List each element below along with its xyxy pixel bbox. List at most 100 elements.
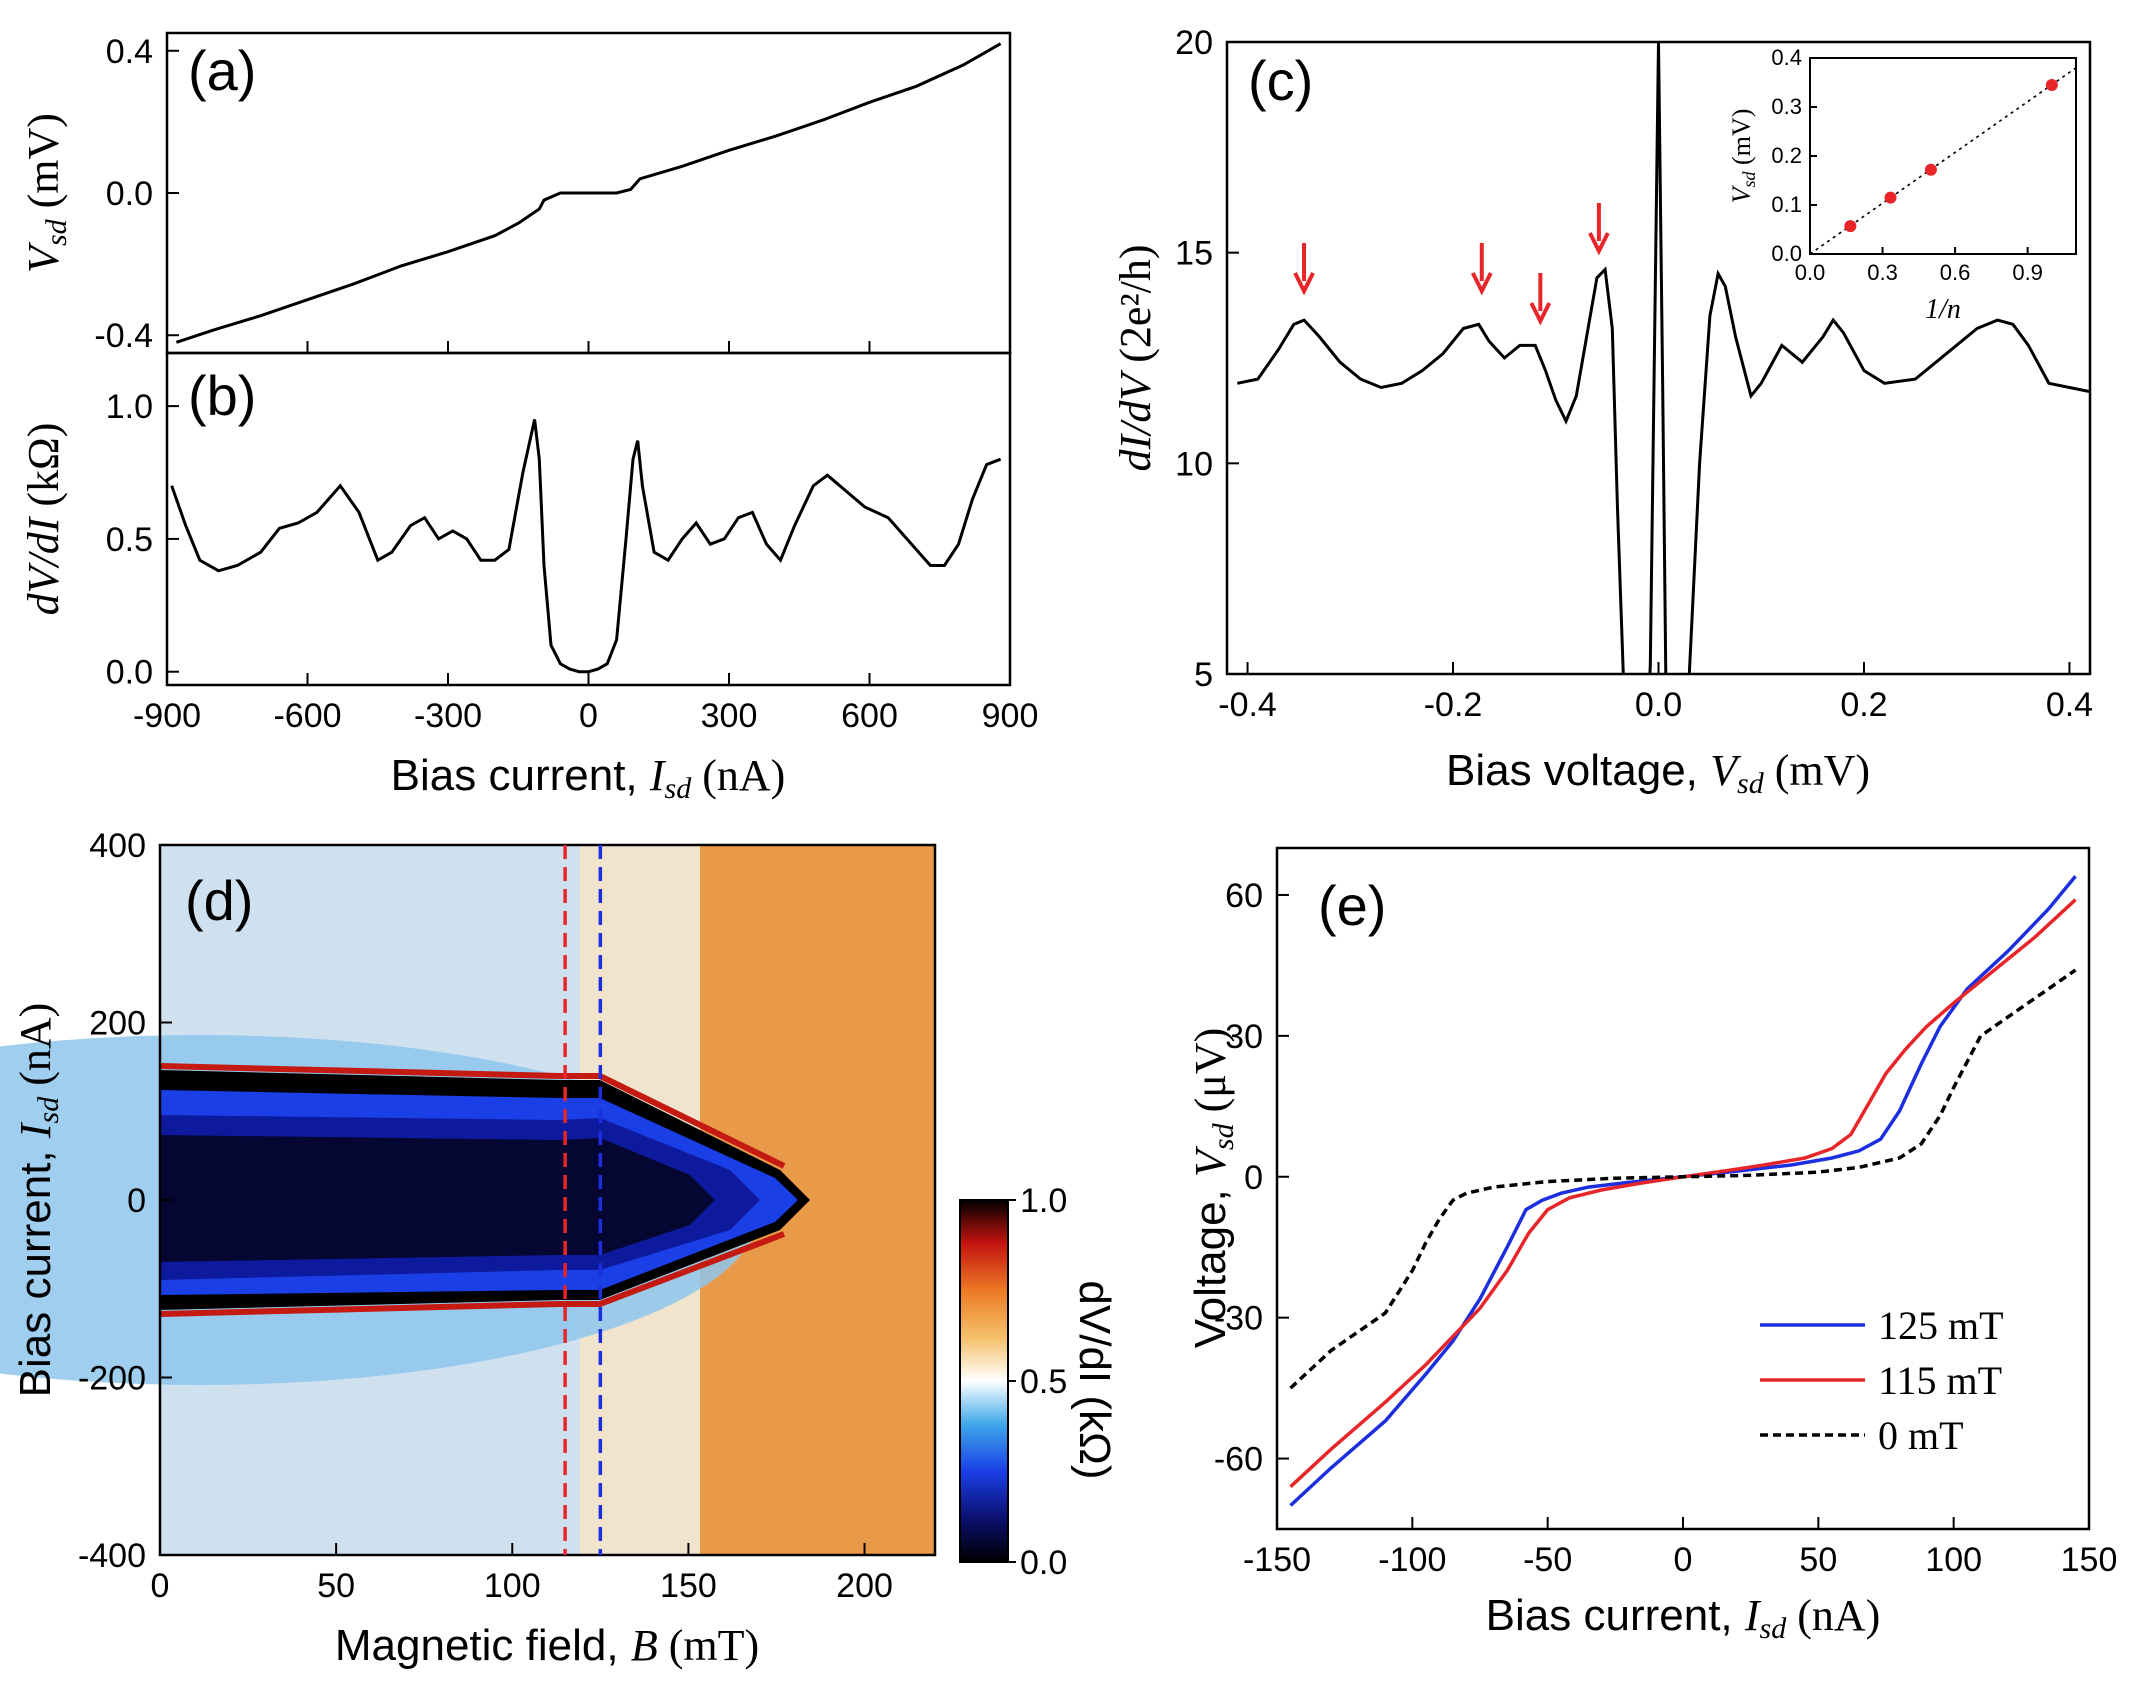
xtick-label: 0	[579, 697, 598, 735]
ytick-label: 0	[1244, 1159, 1263, 1197]
colorbar-scale	[959, 1199, 1009, 1563]
iv-curve-line	[1289, 875, 2077, 1507]
ytick-label: 0.1	[1771, 192, 1802, 217]
ytick-label: -0.4	[94, 317, 153, 355]
ytick-label: 0.3	[1771, 94, 1802, 119]
panel-d-vlines	[563, 845, 603, 1555]
panel-b-ylabel: dV/dI (kΩ)	[19, 423, 68, 616]
inset-xlabel: 1/n	[1925, 294, 1961, 325]
panel-d-ylabel: Bias current, Isd (nA)	[11, 1003, 65, 1398]
inset-point	[1924, 163, 1937, 176]
inset-fit-line	[1810, 67, 2076, 254]
legend-label-125mT: 125 mT	[1878, 1303, 2004, 1348]
xtick-label: 0.2	[1840, 686, 1887, 724]
xtick-label: 0.0	[1795, 260, 1826, 285]
panel-a: (a) -0.4 0.0 0.4 Vsd (mV)	[19, 31, 1012, 355]
panel-b-frame	[165, 351, 1012, 687]
ytick-label: 15	[1175, 235, 1213, 273]
panel-b-label: (b)	[188, 364, 256, 427]
ytick-label: 0.2	[1771, 143, 1802, 168]
panel-c-inset: 0.0 0.3 0.6 0.9 0.0 0.1 0.2 0.3 0.4 Vsd (mV) 1/n	[1727, 45, 2077, 325]
xtick-label: 0	[151, 1567, 170, 1605]
ytick-label: 0.0	[106, 654, 153, 692]
panel-b: (b) -900 -600 -300 0 300 600 900 0.0 0.5 1.0 dV/d…	[19, 351, 1039, 805]
xtick-label: 300	[701, 697, 758, 735]
ytick-label: 400	[89, 827, 146, 865]
xtick-label: 150	[660, 1567, 717, 1605]
xtick-label: 100	[484, 1567, 541, 1605]
xtick-label: -300	[414, 697, 482, 735]
panel-d-label: (d)	[185, 869, 253, 932]
xtick-label: 100	[1925, 1541, 1982, 1579]
xtick-label: -0.2	[1424, 686, 1483, 724]
ytick-label: 10	[1175, 445, 1213, 483]
panel-a-label: (a)	[188, 39, 256, 102]
ytick-label: -400	[78, 1537, 146, 1575]
xtick-label: -900	[133, 697, 201, 735]
panel-c: (c) -0.4 -0.2 0.0 0.2 0.4 5 10 15 20 dI/dV (2e²/…	[1111, 24, 2093, 800]
legend-label-115mT: 115 mT	[1878, 1358, 2002, 1403]
peak-arrow-head	[1471, 272, 1493, 296]
xtick-label: 0.3	[1867, 260, 1898, 285]
ytick-label: 200	[89, 1005, 146, 1043]
ytick-label: -60	[1214, 1441, 1263, 1479]
inset-points	[1844, 78, 2058, 233]
panel-c-xlabel: Bias voltage, Vsd (mV)	[1446, 746, 1870, 800]
ytick-label: -200	[78, 1360, 146, 1398]
xtick-label: 0.0	[1635, 686, 1682, 724]
inset-frame	[1809, 57, 2077, 255]
panel-a-ylabel: Vsd (mV)	[19, 113, 73, 273]
ytick-label: 0.4	[1771, 45, 1802, 70]
panel-d: (d) 0 50 100 150 200 -400 -200 0 200 400 Bias cur…	[0, 827, 1119, 1670]
panel-d-xlabel: Magnetic field, B (mT)	[335, 1621, 759, 1670]
colorbar-label: dV/dI (kΩ)	[1070, 1280, 1119, 1479]
panel-e-lines	[1289, 875, 2077, 1507]
panel-b-xlabel: Bias current, Isd (nA)	[391, 751, 786, 805]
legend-label-0mT: 0 mT	[1878, 1413, 1964, 1458]
xtick-label: 0.6	[1940, 260, 1971, 285]
panel-d-heatmap	[0, 845, 935, 1555]
xtick-label: 0.9	[2012, 260, 2043, 285]
inset-axes: 0.0 0.3 0.6 0.9 0.0 0.1 0.2 0.3 0.4	[1771, 45, 2043, 285]
panel-b-line	[170, 419, 1002, 674]
ytick-label: 30	[1225, 1018, 1263, 1056]
ytick-label: 5	[1194, 656, 1213, 694]
panel-d-axes: 0 50 100 150 200 -400 -200 0 200 400	[78, 827, 893, 1605]
panel-e: (e) -150 -100 -50 0 50 100 150 -60 -30 0 30 60 125 …	[1186, 846, 2117, 1645]
panel-e-xlabel: Bias current, Isd (nA)	[1486, 1591, 1881, 1645]
ytick-label: 0	[127, 1182, 146, 1220]
xtick-label: 50	[317, 1567, 355, 1605]
ytick-label: 0.4	[106, 33, 153, 71]
panel-a-line	[175, 42, 1002, 344]
xtick-label: -50	[1523, 1541, 1572, 1579]
iv-curve-line	[1289, 968, 2077, 1390]
colorbar-tick-label: 0.5	[1020, 1363, 1067, 1401]
inset-point	[1884, 191, 1897, 204]
peak-arrow-head	[1529, 302, 1552, 326]
panel-a-axes: -0.4 0.0 0.4	[94, 33, 1011, 355]
inset-point	[1844, 220, 1857, 233]
xtick-label: -150	[1243, 1541, 1311, 1579]
xtick-label: 900	[982, 697, 1039, 735]
colorbar-tick-label: 0.0	[1020, 1544, 1067, 1582]
panel-c-ylabel: dI/dV (2e²/h)	[1111, 244, 1160, 471]
xtick-label: -0.4	[1218, 686, 1277, 724]
ytick-label: 0.0	[1771, 241, 1802, 266]
panel-c-axes: -0.4 -0.2 0.0 0.2 0.4 5 10 15 20	[1175, 24, 2093, 724]
xtick-label: 0	[1674, 1541, 1693, 1579]
panel-b-axes: -900 -600 -300 0 300 600 900 0.0 0.5 1.0	[106, 388, 1039, 735]
xtick-label: -600	[273, 697, 341, 735]
ytick-label: 20	[1175, 24, 1213, 62]
panel-e-ylabel: Voltage, Vsd (μV)	[1186, 1028, 1240, 1349]
ytick-label: 0.0	[106, 175, 153, 213]
panel-c-label: (c)	[1248, 49, 1313, 112]
peak-arrow-head	[1293, 272, 1315, 296]
ytick-label: 60	[1225, 877, 1263, 915]
ytick-label: 1.0	[106, 388, 153, 426]
panel-e-frame	[1275, 846, 2091, 1531]
panel-e-legend: 125 mT 115 mT 0 mT	[1760, 1303, 2004, 1458]
iv-curve-line	[1289, 898, 2077, 1488]
panel-c-line	[1236, 42, 2090, 674]
panel-e-label: (e)	[1318, 874, 1386, 937]
